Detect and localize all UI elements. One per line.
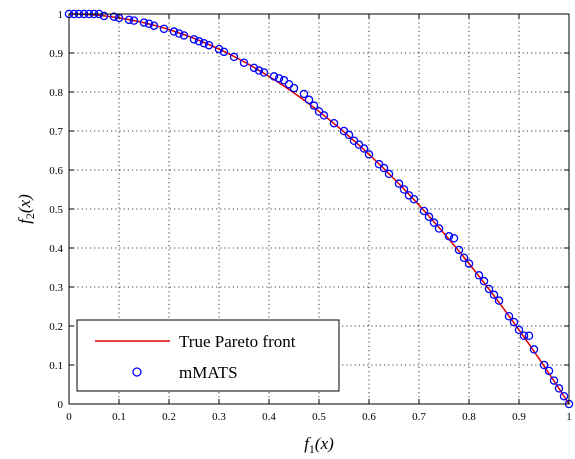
mmats-point xyxy=(464,259,474,268)
mmats-point xyxy=(449,233,459,243)
mmats-point xyxy=(524,331,534,340)
mmats-point xyxy=(304,95,314,105)
legend: True Pareto front mMATS xyxy=(76,319,340,392)
mmats-point xyxy=(544,366,554,376)
x-tick-label: 0.1 xyxy=(112,411,126,423)
mmats-point xyxy=(509,317,519,327)
legend-label-mmats: mMATS xyxy=(179,363,238,382)
x-tick-label: 0.5 xyxy=(312,411,326,423)
mmats-point xyxy=(174,29,184,38)
mmats-point xyxy=(109,12,119,21)
mmats-point xyxy=(124,15,134,25)
mmats-point xyxy=(149,21,159,30)
mmats-point xyxy=(459,253,469,262)
y-tick-label: 0.6 xyxy=(49,165,63,177)
y-tick-label: 0.1 xyxy=(49,360,63,372)
mmats-point xyxy=(309,101,319,110)
y-tick-label: 0.2 xyxy=(49,321,63,333)
x-tick-label: 0.2 xyxy=(162,411,176,423)
mmats-point xyxy=(129,16,139,25)
x-tick-label: 0 xyxy=(66,411,72,423)
mmats-point xyxy=(384,169,394,179)
y-axis-label: f2(x) xyxy=(15,194,37,224)
y-axis-label-sub: 2 xyxy=(23,213,37,219)
mmats-point xyxy=(144,19,154,28)
mmats-point xyxy=(379,163,389,173)
mmats-point xyxy=(409,194,419,204)
mmats-point xyxy=(319,111,329,120)
x-axis-label-arg: (x) xyxy=(315,434,334,453)
mmats-point xyxy=(99,11,109,21)
y-tick-label: 0.7 xyxy=(49,126,63,138)
mmats-point xyxy=(204,40,214,50)
y-tick-label: 0.5 xyxy=(49,204,63,216)
y-tick-label: 0.9 xyxy=(49,48,63,60)
y-tick-label: 0 xyxy=(58,399,64,411)
x-tick-label: 0.9 xyxy=(512,411,526,423)
mmats-point xyxy=(539,360,549,370)
mmats-point xyxy=(159,24,169,34)
mmats-point xyxy=(274,74,284,83)
x-tick-label: 0.6 xyxy=(362,411,376,423)
mmats-point xyxy=(429,218,439,227)
mmats-point xyxy=(494,296,504,305)
x-axis-label-f: f xyxy=(304,434,311,453)
mmats-point xyxy=(399,185,409,194)
mmats-point xyxy=(519,331,529,340)
mmats-point xyxy=(179,31,189,40)
mmats-point xyxy=(254,66,264,75)
x-tick-label: 0.3 xyxy=(212,411,226,423)
mmats-point xyxy=(559,391,569,401)
mmats-point xyxy=(199,39,209,48)
mmats-point xyxy=(169,27,179,36)
mmats-point xyxy=(229,52,239,62)
mmats-point xyxy=(484,284,494,294)
mmats-point xyxy=(189,35,199,44)
mmats-point xyxy=(419,206,429,216)
x-axis-label: f1(x) xyxy=(304,434,334,456)
mmats-point xyxy=(239,58,249,68)
x-tick-label: 0.7 xyxy=(412,411,426,423)
mmats-point xyxy=(474,271,484,280)
mmats-point xyxy=(549,376,559,385)
mmats-point xyxy=(364,150,374,159)
axis-ticks: 0 0.1 0.2 0.3 0.4 0.5 0.6 0.7 0.8 0.9 1 0 0.1 0.2 0.3 0… xyxy=(49,9,572,423)
mmats-point xyxy=(259,68,269,77)
mmats-point xyxy=(194,37,204,46)
y-tick-label: 0.3 xyxy=(49,282,63,294)
y-tick-label: 1 xyxy=(58,9,64,21)
mmats-point xyxy=(529,345,539,354)
mmats-point xyxy=(284,79,294,89)
mmats-point xyxy=(444,232,454,241)
x-tick-label: 0.8 xyxy=(462,411,476,423)
x-tick-label: 1 xyxy=(566,411,572,423)
x-axis-label-sub: 1 xyxy=(309,442,315,456)
legend-marker-swatch xyxy=(132,367,142,377)
legend-box xyxy=(76,319,340,392)
mmats-point xyxy=(514,325,524,335)
mmats-point xyxy=(479,276,489,286)
mmats-point xyxy=(359,144,369,153)
mmats-point xyxy=(504,311,514,321)
y-tick-label: 0.8 xyxy=(49,87,63,99)
mmats-point xyxy=(299,89,309,99)
mmats-point xyxy=(434,224,444,233)
x-tick-label: 0.4 xyxy=(262,411,276,423)
mmats-point xyxy=(269,72,279,81)
legend-label-true-pareto-front: True Pareto front xyxy=(179,332,296,351)
y-axis-label-f: f xyxy=(15,217,34,224)
mmats-point xyxy=(219,47,229,57)
mmats-point xyxy=(289,83,299,93)
y-axis-label-arg: (x) xyxy=(15,194,34,213)
mmats-point xyxy=(344,130,354,140)
mmats-point xyxy=(424,212,434,222)
mmats-point xyxy=(394,179,404,188)
mmats-point xyxy=(329,118,339,128)
mmats-point xyxy=(554,384,564,393)
mmats-point xyxy=(139,18,149,27)
mmats-point xyxy=(489,290,499,300)
mmats-point xyxy=(454,245,464,255)
y-tick-label: 0.4 xyxy=(49,243,63,255)
